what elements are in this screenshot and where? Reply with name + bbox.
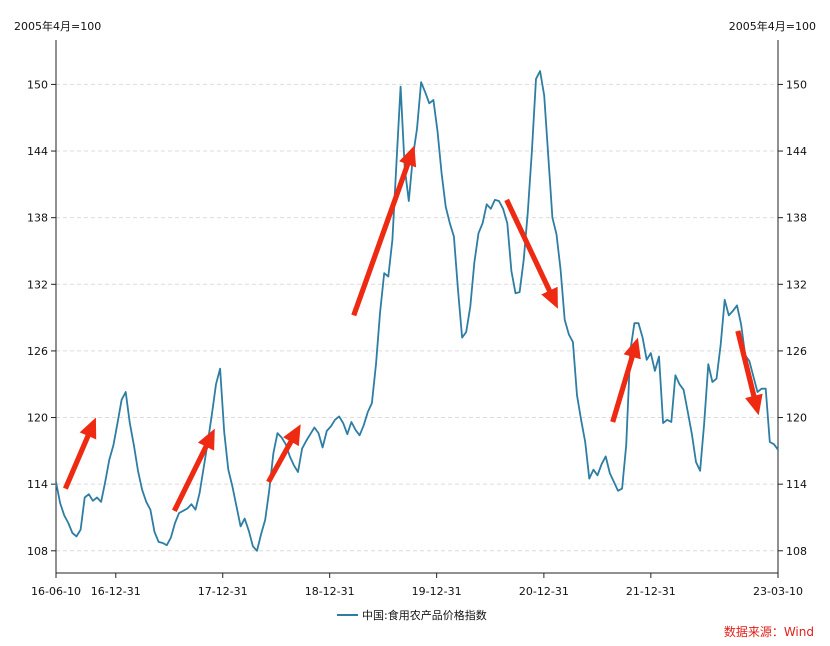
y-axis-right-unit: 2005年4月=100 [729, 19, 816, 33]
y-tick-label-right-0: 108 [786, 545, 807, 558]
series-line-0 [55, 70, 779, 552]
y-tick-label-right-3: 126 [786, 345, 807, 358]
y-tick-label-left-2: 120 [27, 412, 48, 425]
y-tick-label-left-1: 114 [27, 478, 48, 491]
y-tick-label-right-4: 132 [786, 278, 807, 291]
x-tick-label-6: 21-12-31 [626, 585, 676, 598]
y-tick-label-left-0: 108 [27, 545, 48, 558]
trend-arrow-1 [172, 428, 215, 512]
x-tick-label-3: 18-12-31 [305, 585, 355, 598]
y-tick-label-right-1: 114 [786, 478, 807, 491]
annotation-arrows [63, 145, 763, 512]
y-tick-label-left-6: 144 [27, 145, 48, 158]
y-tick-label-left-4: 132 [27, 278, 48, 291]
trend-arrow-3 [351, 145, 417, 317]
y-tick-label-left-5: 138 [27, 212, 48, 225]
legend[interactable]: 中国:食用农产品价格指数 [337, 608, 487, 622]
y-tick-label-right-2: 120 [786, 412, 807, 425]
series-layer [55, 70, 779, 552]
x-tick-label-0: 16-06-10 [31, 585, 81, 598]
y-tick-label-right-6: 144 [786, 145, 807, 158]
trend-arrow-5 [610, 337, 641, 423]
x-tick-label-4: 19-12-31 [412, 585, 462, 598]
x-tick-label-1: 16-12-31 [91, 585, 141, 598]
axes: 108 108 114 114 120 120 126 126 132 132 138 138 144 1… [27, 40, 807, 598]
y-tick-label-left-7: 150 [27, 78, 48, 91]
x-tick-label-5: 20-12-31 [519, 585, 569, 598]
y-tick-label-right-5: 138 [786, 212, 807, 225]
gridlines [56, 83, 778, 552]
y-axis-left-unit: 2005年4月=100 [14, 19, 101, 33]
trend-arrow-6 [735, 330, 763, 416]
x-tick-label-7: 23-03-10 [753, 585, 803, 598]
y-tick-label-right-7: 150 [786, 78, 807, 91]
trend-arrow-2 [266, 424, 301, 484]
y-tick-label-left-3: 126 [27, 345, 48, 358]
x-tick-label-2: 17-12-31 [198, 585, 248, 598]
trend-arrow-4 [504, 198, 558, 309]
trend-arrow-0 [63, 417, 97, 490]
source-note: 数据来源：Wind [724, 624, 814, 639]
legend-label: 中国:食用农产品价格指数 [362, 608, 487, 622]
